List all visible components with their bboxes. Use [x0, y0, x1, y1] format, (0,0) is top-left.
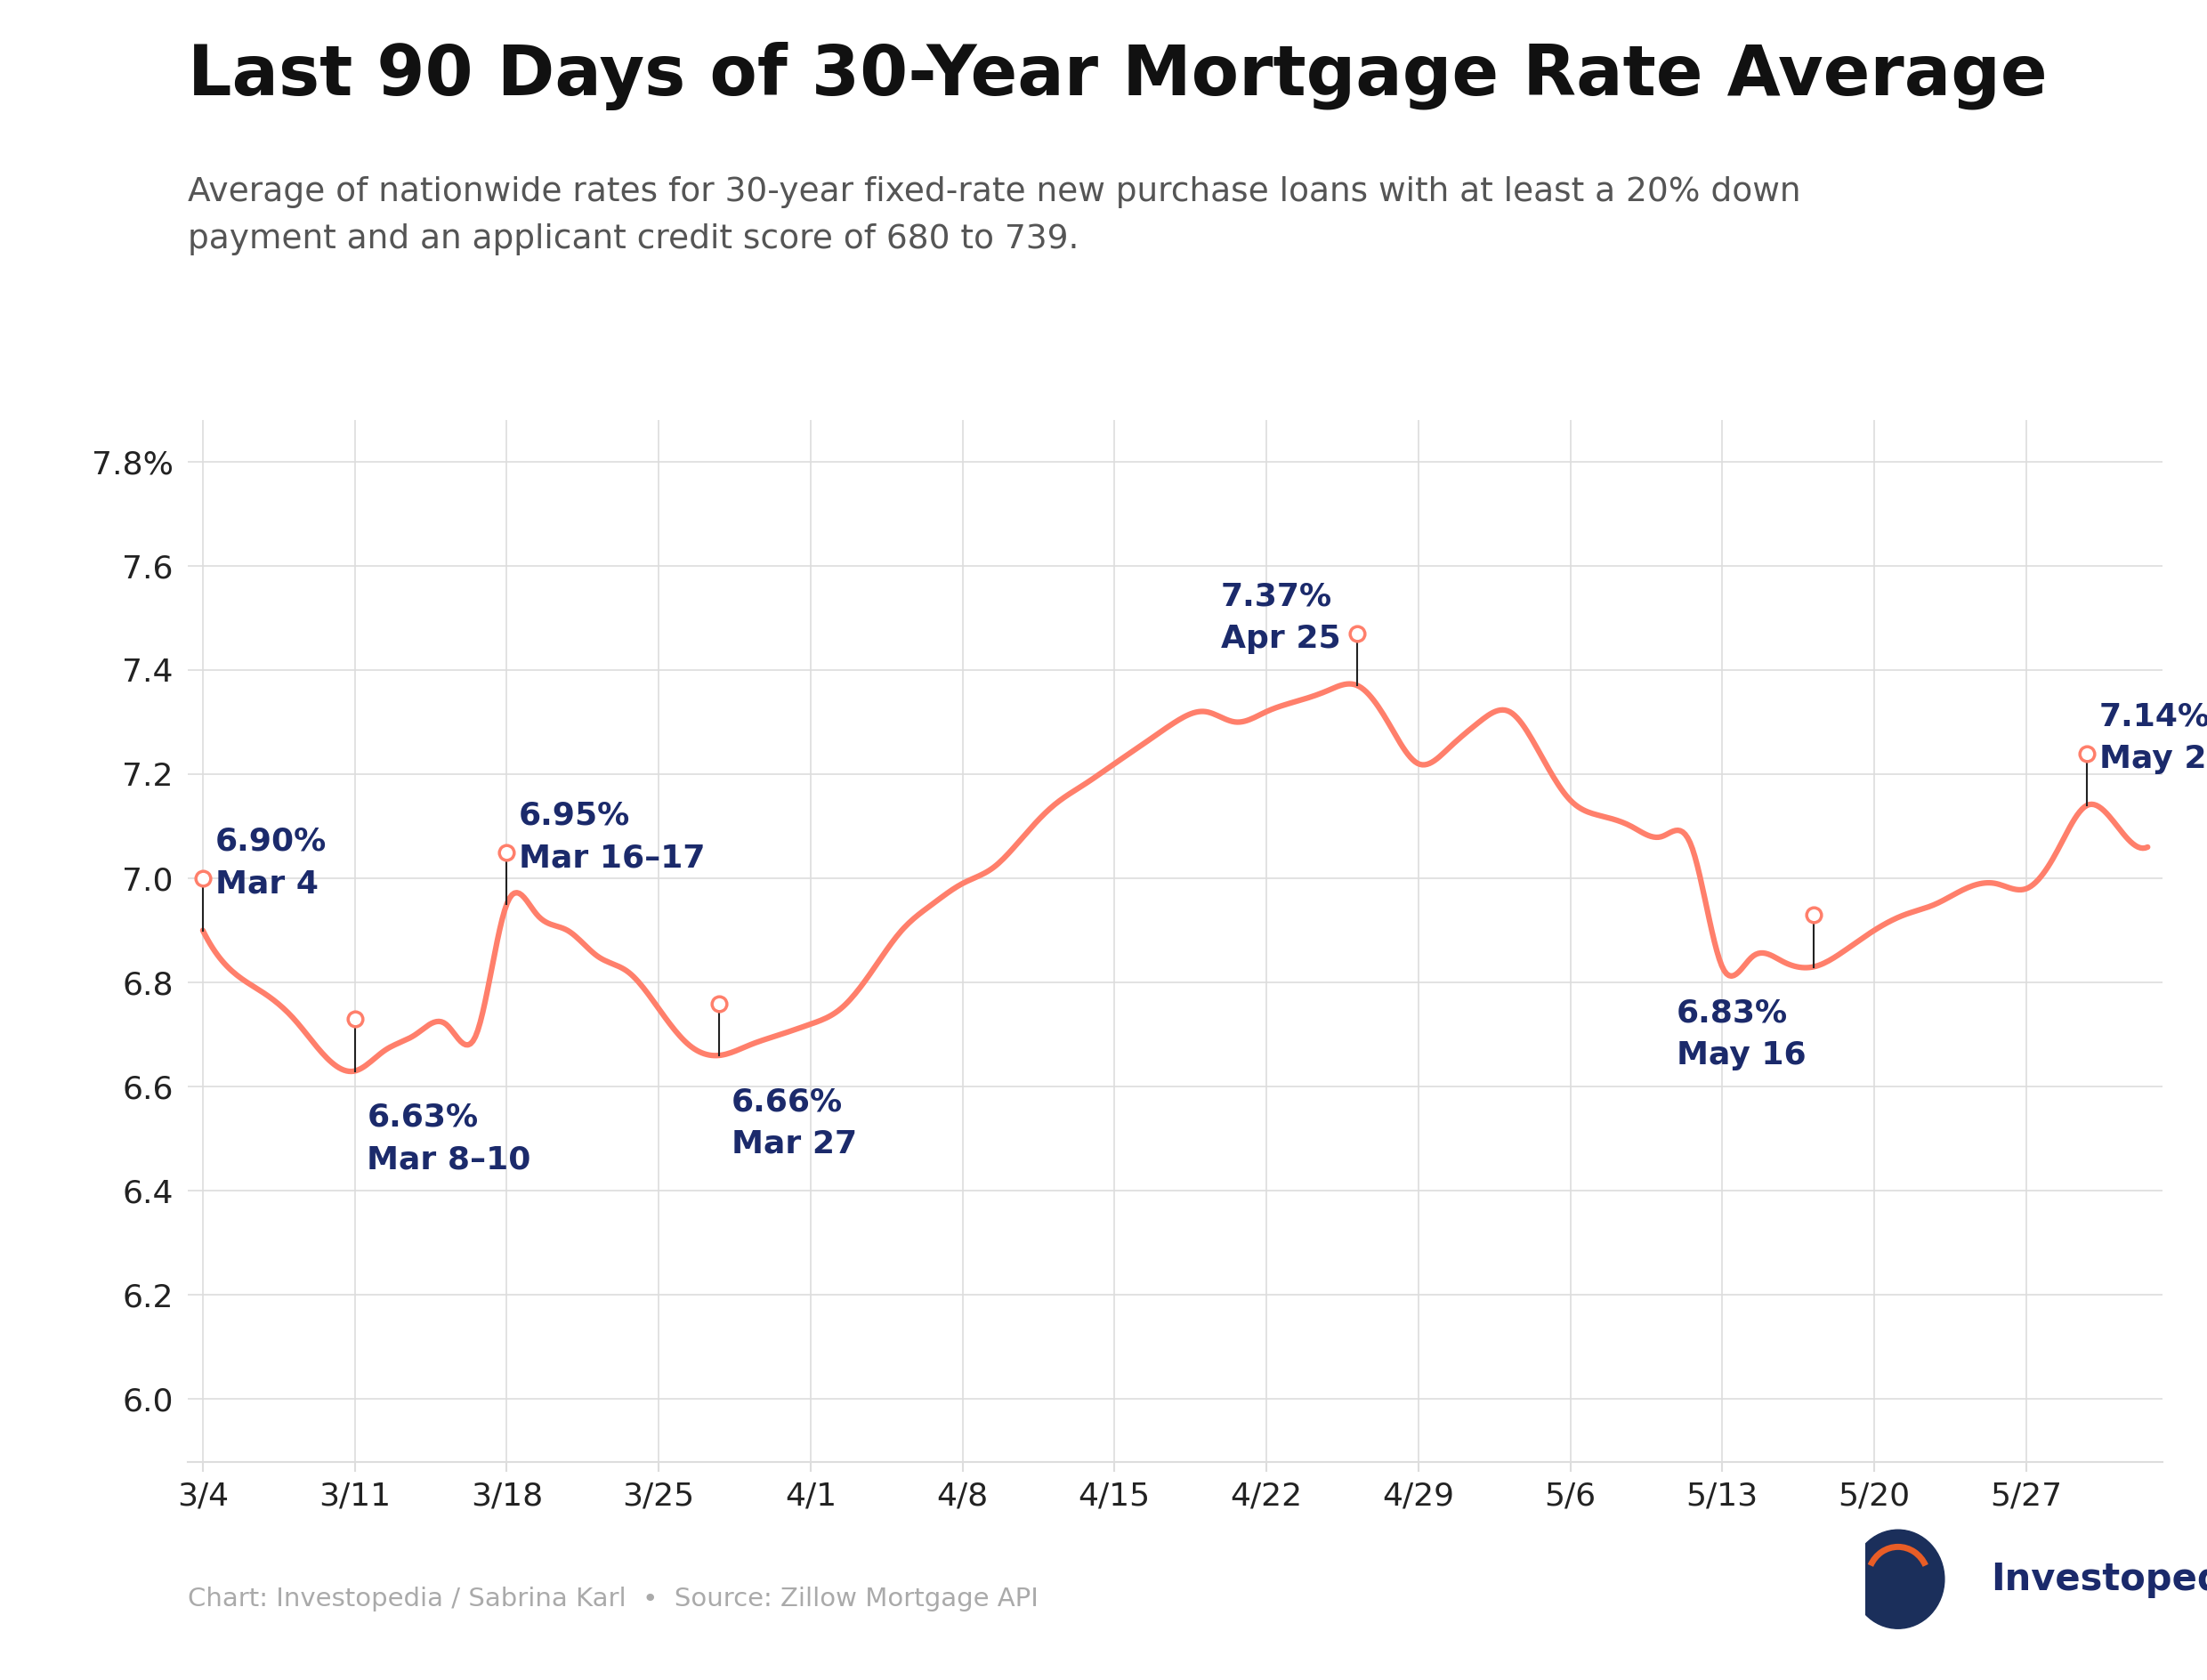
Text: Last 90 Days of 30-Year Mortgage Rate Average: Last 90 Days of 30-Year Mortgage Rate Av…	[188, 42, 2048, 111]
Text: Average of nationwide rates for 30-year fixed-rate new purchase loans with at le: Average of nationwide rates for 30-year …	[188, 176, 1801, 255]
Text: Chart: Investopedia / Sabrina Karl  •  Source: Zillow Mortgage API: Chart: Investopedia / Sabrina Karl • Sou…	[188, 1588, 1037, 1611]
Text: 7.37%
Apr 25: 7.37% Apr 25	[1220, 581, 1340, 654]
Text: 6.90%
Mar 4: 6.90% Mar 4	[214, 827, 327, 899]
Text: Investopedia: Investopedia	[1991, 1561, 2207, 1598]
Text: 7.14%
May 29: 7.14% May 29	[2099, 702, 2207, 774]
Text: 6.83%
May 16: 6.83% May 16	[1677, 998, 1805, 1070]
Text: 6.66%
Mar 27: 6.66% Mar 27	[731, 1087, 856, 1159]
Text: 6.95%
Mar 16–17: 6.95% Mar 16–17	[519, 801, 706, 874]
Circle shape	[1852, 1530, 1944, 1628]
Text: 6.63%
Mar 8–10: 6.63% Mar 8–10	[366, 1102, 532, 1174]
